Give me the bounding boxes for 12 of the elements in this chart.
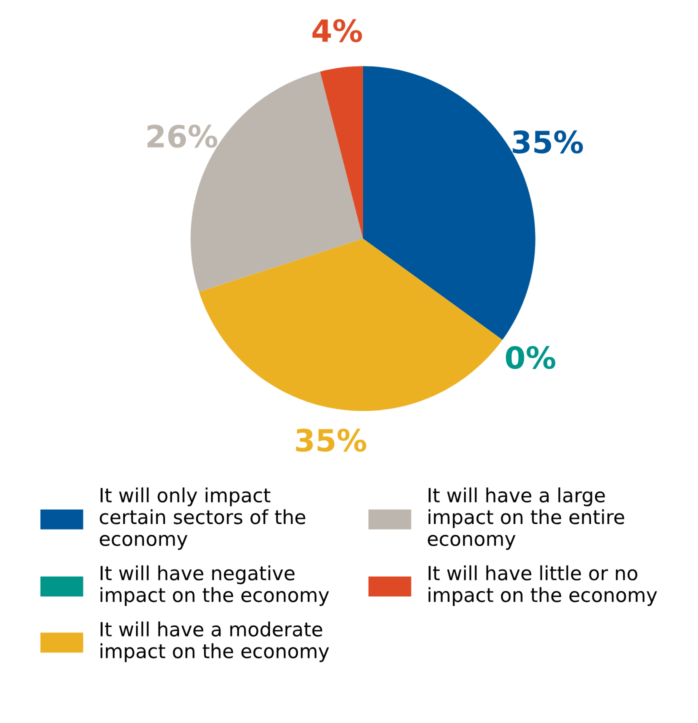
legend-label: It will have little or no impact on the economy bbox=[428, 565, 658, 606]
pie-slice bbox=[198, 238, 502, 411]
text: 0% bbox=[506, 346, 556, 370]
legend-label: It will have negative impact on the economy bbox=[100, 565, 329, 606]
legend-label: It will have a large impact on the entire economy bbox=[428, 487, 624, 550]
data-label: 26% bbox=[148, 124, 218, 148]
legend-label: It will only impact certain sectors of the economy bbox=[100, 487, 306, 550]
pie-slice bbox=[320, 66, 363, 239]
data-label: 35% bbox=[296, 428, 366, 452]
data-label: 4% bbox=[312, 19, 362, 42]
data-label: 35% bbox=[512, 130, 583, 154]
legend-label: It will have a moderate impact on the economy bbox=[100, 622, 329, 662]
